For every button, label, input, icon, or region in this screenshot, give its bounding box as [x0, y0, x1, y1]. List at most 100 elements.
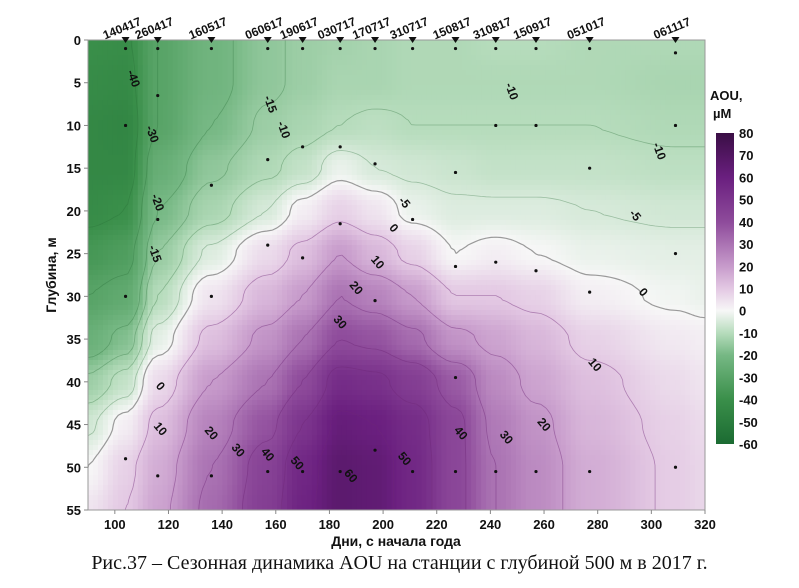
heat-cell: [252, 165, 258, 171]
heat-cell: [580, 95, 587, 101]
heat-cell: [655, 210, 661, 216]
heat-cell: [660, 60, 666, 66]
heat-cell: [381, 135, 388, 141]
heat-cell: [391, 225, 398, 231]
heat-cell: [316, 55, 323, 61]
heat-cell: [331, 95, 338, 101]
heat-cell: [361, 60, 368, 66]
heat-cell: [560, 85, 567, 91]
heat-cell: [346, 115, 353, 121]
heat-cell: [147, 135, 154, 141]
heat-cell: [570, 145, 577, 151]
heat-cell: [550, 215, 557, 221]
heat-cell: [505, 200, 512, 206]
heat-cell: [635, 150, 641, 156]
heat-cell: [366, 105, 373, 111]
heat-cell: [695, 50, 701, 56]
heat-cell: [670, 225, 676, 231]
heat-cell: [162, 200, 169, 206]
heat-cell: [157, 140, 164, 146]
heat-cell: [277, 205, 283, 211]
heat-cell: [247, 185, 253, 191]
heat-cell: [391, 220, 398, 226]
heat-cell: [107, 60, 114, 66]
heat-cell: [570, 195, 577, 201]
heat-cell: [127, 240, 134, 246]
heat-cell: [381, 200, 388, 206]
heat-cell: [411, 190, 418, 196]
heat-cell: [476, 205, 482, 211]
heat-cell: [242, 135, 248, 141]
heat-cell: [112, 95, 119, 101]
heat-cell: [311, 120, 318, 126]
heat-cell: [192, 135, 199, 141]
heat-cell: [222, 240, 228, 246]
heat-cell: [401, 225, 408, 231]
heat-cell: [620, 120, 626, 126]
heat-cell: [162, 145, 169, 151]
heat-cell: [640, 165, 646, 171]
heat-cell: [545, 220, 552, 226]
heat-cell: [217, 195, 223, 201]
heat-cell: [262, 115, 268, 121]
heat-cell: [640, 120, 646, 126]
heat-cell: [515, 210, 522, 216]
heat-cell: [247, 170, 253, 176]
heat-cell: [550, 170, 557, 176]
heat-cell: [336, 160, 343, 166]
heat-cell: [496, 200, 502, 206]
heat-cell: [326, 140, 333, 146]
heat-cell: [207, 115, 213, 121]
heat-cell: [610, 210, 617, 216]
heat-cell: [142, 190, 149, 196]
heat-cell: [252, 175, 258, 181]
heat-cell: [590, 205, 597, 211]
heat-cell: [296, 135, 303, 141]
heat-cell: [376, 75, 383, 81]
heat-cell: [401, 140, 408, 146]
heat-cell: [222, 55, 228, 61]
heat-cell: [237, 120, 243, 126]
heat-cell: [481, 200, 487, 206]
heat-cell: [431, 130, 437, 136]
heat-cell: [605, 215, 612, 221]
heat-cell: [102, 120, 109, 126]
heat-cell: [670, 195, 676, 201]
heat-cell: [461, 115, 467, 121]
heat-cell: [242, 85, 248, 91]
heat-cell: [267, 105, 273, 111]
heat-cell: [381, 110, 388, 116]
heat-cell: [401, 220, 408, 226]
heat-cell: [560, 155, 567, 161]
heat-cell: [520, 110, 527, 116]
heat-cell: [401, 55, 408, 61]
heat-cell: [282, 185, 288, 191]
heat-cell: [207, 120, 213, 126]
heat-cell: [341, 110, 348, 116]
heat-cell: [167, 75, 174, 81]
heat-cell: [107, 185, 114, 191]
heat-cell: [625, 220, 631, 226]
heat-cell: [565, 125, 572, 131]
heat-cell: [177, 95, 184, 101]
heat-cell: [421, 110, 427, 116]
heat-cell: [366, 230, 373, 236]
heat-cell: [471, 170, 477, 176]
heat-cell: [565, 150, 572, 156]
heat-cell: [496, 75, 502, 81]
heat-cell: [381, 145, 388, 151]
heat-cell: [292, 210, 298, 216]
heat-cell: [690, 70, 696, 76]
heat-cell: [272, 120, 278, 126]
heat-cell: [625, 110, 631, 116]
heat-cell: [311, 80, 318, 86]
heat-cell: [267, 155, 273, 161]
heat-cell: [411, 90, 418, 96]
heat-cell: [535, 115, 542, 121]
heat-cell: [585, 130, 592, 136]
heat-cell: [496, 225, 502, 231]
heat-cell: [471, 160, 477, 166]
heat-cell: [431, 190, 437, 196]
heat-cell: [635, 105, 641, 111]
heat-cell: [212, 90, 218, 96]
